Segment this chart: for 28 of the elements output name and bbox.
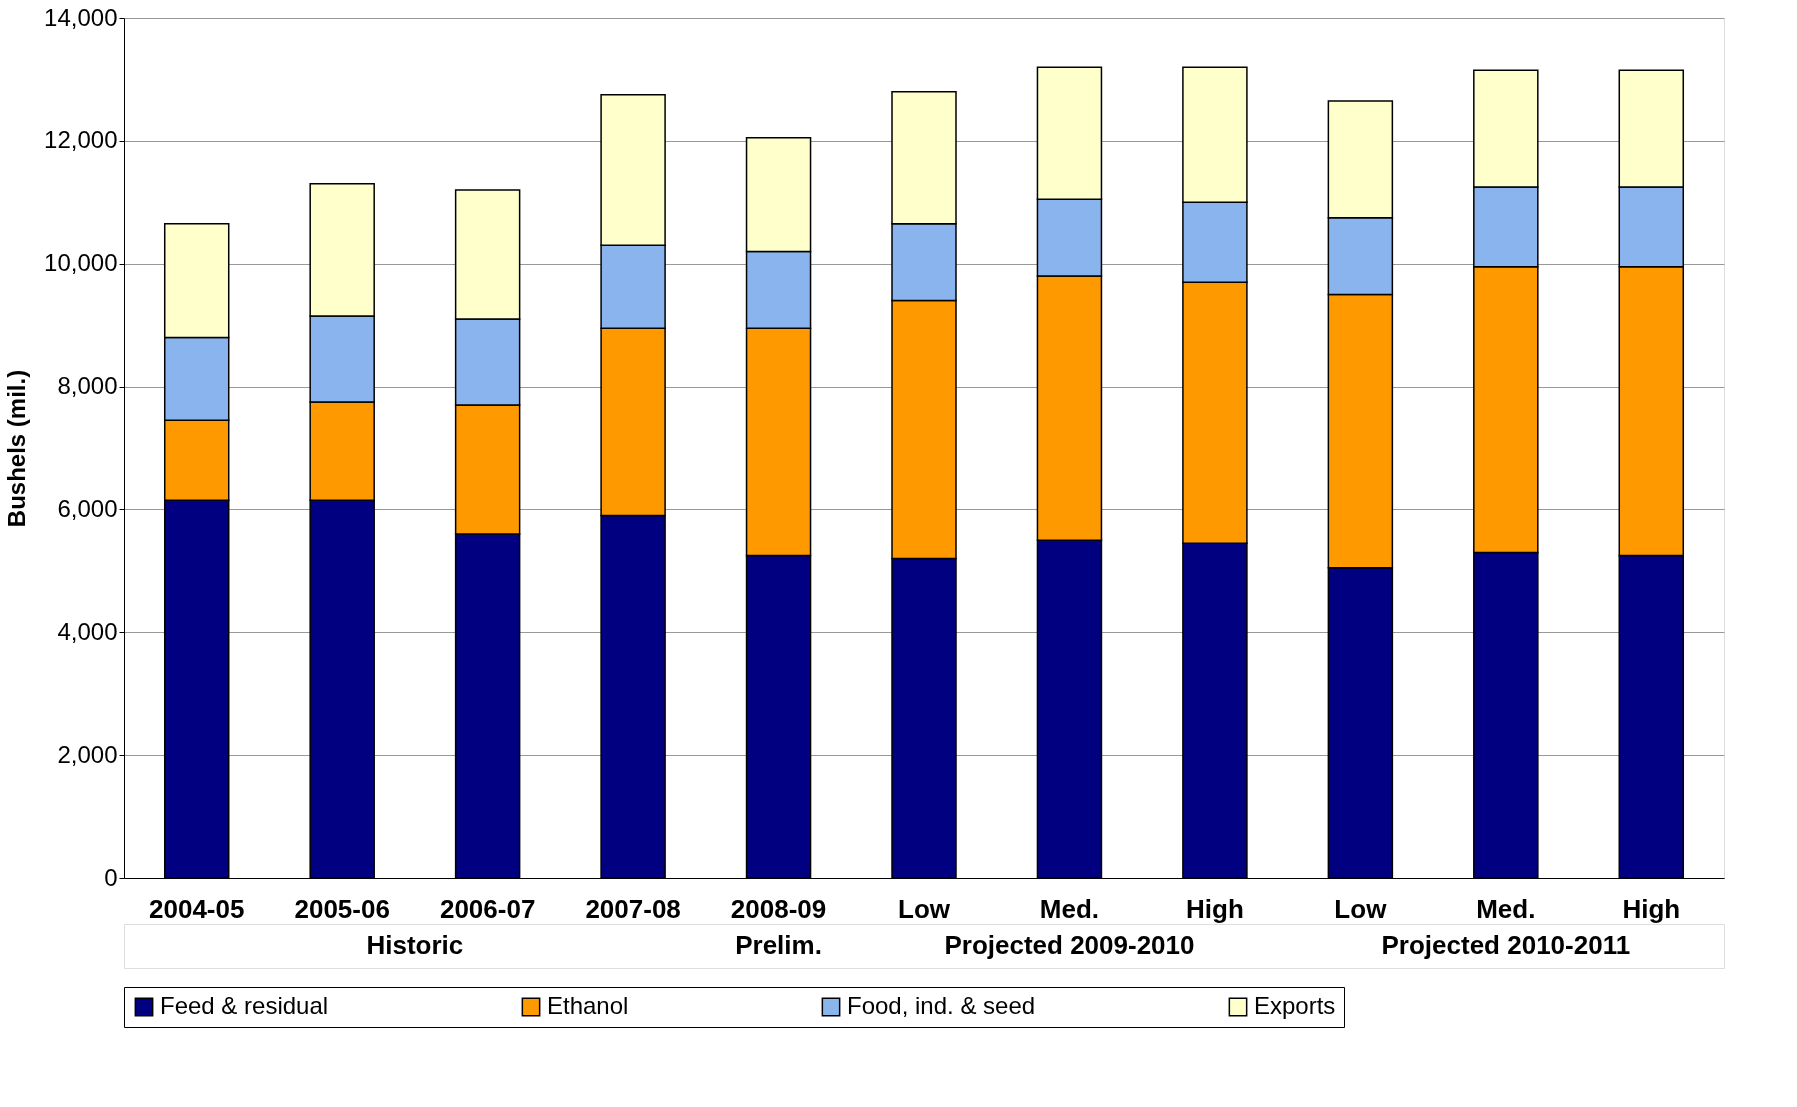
x-tick-label: 2004-05 [149,893,245,924]
x-tick-label: Low [898,893,951,924]
legend-label: Feed & residual [160,992,329,1019]
x-tick-label: Med. [1476,893,1536,924]
legend-label: Exports [1254,992,1336,1019]
text: Projected 2010-2011 [1381,930,1631,960]
y-axis-title: Bushels (mil.) [3,369,31,528]
y-tick-label: 2,000 [57,740,118,768]
x-tick-label: 2007-08 [585,893,681,924]
y-tick-label: 14,000 [44,3,118,31]
y-tick-label: 0 [104,863,118,891]
x-tick-label: High [1186,893,1244,924]
x-tick-label: 2005-06 [294,893,390,924]
x-tick-label: High [1622,893,1681,924]
y-tick-label: 10,000 [44,249,118,277]
x-tick-label: Med. [1039,893,1100,924]
y-tick-label: 8,000 [57,372,118,400]
legend-label: Food, ind. & seed [847,992,1036,1019]
x-tick-label: 2006-07 [439,893,536,924]
y-tick-label: 6,000 [57,494,118,522]
text: Projected 2009-2010 [944,930,1195,960]
y-tick-label: 12,000 [44,126,118,154]
x-tick-label: 2008-09 [730,893,827,924]
x-tick-label: Low [1334,893,1388,924]
y-tick-label: 4,000 [57,617,118,645]
legend-label: Ethanol [547,992,629,1019]
text: Historic [366,930,464,960]
text: Prelim. [735,930,822,960]
